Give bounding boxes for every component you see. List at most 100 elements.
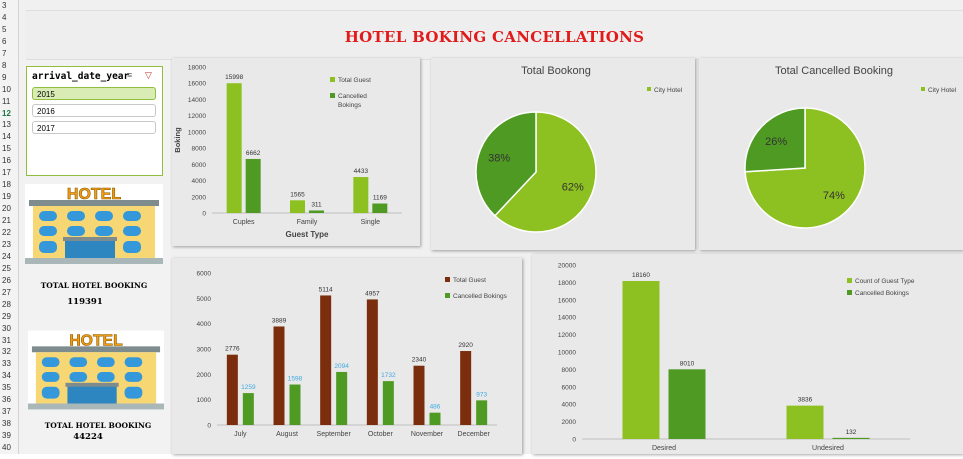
row-number[interactable]: 11: [2, 96, 11, 106]
data-label: 2340: [412, 357, 427, 364]
bar: [413, 365, 425, 425]
hotel-sign-text: HOTEL: [69, 332, 123, 349]
data-label: 4957: [365, 290, 380, 297]
pie-slice: [475, 111, 537, 217]
row-number[interactable]: 19: [2, 192, 11, 202]
row-number[interactable]: 29: [2, 311, 11, 321]
row-number[interactable]: 35: [2, 383, 11, 393]
row-number[interactable]: 36: [2, 395, 11, 405]
legend-swatch: [445, 293, 450, 298]
row-number[interactable]: 5: [2, 24, 7, 34]
legend-swatch: [330, 93, 335, 98]
y-tick-label: 14000: [188, 97, 206, 104]
row-number[interactable]: 18: [2, 180, 11, 190]
row-number[interactable]: 26: [2, 275, 11, 285]
pie-slice: [493, 111, 597, 233]
y-tick-label: 14000: [558, 315, 576, 322]
year-slicer[interactable]: arrival_date_year ≡ ▽ 2015 2016 2017: [26, 66, 163, 176]
row-number[interactable]: 20: [2, 204, 11, 214]
legend-label: City Hotel: [928, 87, 957, 94]
y-tick-label: 2000: [197, 372, 212, 379]
row-number[interactable]: 28: [2, 299, 11, 309]
row-number[interactable]: 10: [2, 84, 11, 94]
row-number[interactable]: 17: [2, 168, 11, 178]
row-header[interactable]: 3 4 5 6 7 8 9 10 11 12 13 14 15 16 17 18 19 20 21 22 23 24 25 2…: [0, 0, 19, 454]
row-number[interactable]: 14: [2, 132, 11, 142]
legend-label: Cancelled Bokings: [855, 290, 910, 297]
row-number[interactable]: 32: [2, 347, 11, 357]
row-number[interactable]: 6: [2, 36, 7, 46]
row-number[interactable]: 9: [2, 72, 7, 82]
row-number[interactable]: 7: [2, 48, 7, 58]
row-number[interactable]: 24: [2, 251, 11, 261]
y-tick-label: 6000: [192, 162, 207, 169]
slicer-item-2017[interactable]: 2017: [32, 121, 156, 134]
row-number[interactable]: 27: [2, 287, 11, 297]
legend-swatch: [847, 290, 852, 295]
clear-filter-icon[interactable]: ▽: [145, 70, 152, 80]
total-booking-chart-card[interactable]: Total Bookong City Hotel 62% 38%: [431, 58, 695, 250]
deposit-chart-card[interactable]: 0 2000 4000 6000 8000 10000 12000 14000 16000 180…: [532, 254, 963, 454]
row-number[interactable]: 33: [2, 359, 11, 369]
x-tick-label: September: [317, 431, 352, 438]
hotel-icon: HOTEL: [28, 328, 164, 417]
multi-select-icon[interactable]: ≡: [127, 70, 133, 80]
legend-label: Cancelled: [338, 93, 367, 100]
total-booking-pie-chart: Total Bookong City Hotel 62% 38%: [475, 65, 683, 233]
bar: [336, 371, 348, 425]
row-number[interactable]: 34: [2, 371, 11, 381]
bar: [366, 299, 378, 425]
bar: [309, 210, 324, 213]
row-number[interactable]: 40: [2, 443, 11, 453]
row-number[interactable]: 23: [2, 239, 11, 249]
data-label: 3889: [272, 317, 287, 324]
title-banner: HOTEL BOKING CANCELLATIONS: [26, 10, 963, 60]
legend-label: Cancelled Bokings: [453, 293, 508, 300]
row-number[interactable]: 3: [2, 1, 7, 10]
row-number[interactable]: 8: [2, 60, 7, 70]
x-tick-label: July: [234, 431, 247, 438]
deposit-chart: 0 2000 4000 6000 8000 10000 12000 14000 16000 180…: [558, 263, 915, 453]
y-tick-label: 0: [572, 437, 576, 444]
y-tick-label: 12000: [558, 332, 576, 339]
row-number[interactable]: 30: [2, 323, 11, 333]
total-cancelled-pie-chart: Total Cancelled Booking City Hotel 74% 26%: [744, 65, 957, 229]
row-number[interactable]: 39: [2, 431, 11, 441]
bar: [245, 158, 261, 213]
y-tick-label: 4000: [192, 178, 207, 185]
row-number[interactable]: 25: [2, 263, 11, 273]
data-label: 4433: [354, 168, 369, 175]
row-number[interactable]: 31: [2, 335, 11, 345]
row-number[interactable]: 12: [2, 108, 11, 118]
bar: [226, 354, 238, 425]
data-label: 132: [846, 429, 857, 436]
bar: [353, 177, 369, 213]
bar: [668, 369, 706, 439]
row-number[interactable]: 38: [2, 419, 11, 429]
slicer-item-2015[interactable]: 2015: [32, 87, 156, 100]
row-number[interactable]: 13: [2, 120, 11, 130]
row-number[interactable]: 16: [2, 156, 11, 166]
data-label: 1732: [381, 372, 396, 379]
slice-label: 38%: [488, 152, 510, 164]
pie-slice: [744, 107, 806, 173]
row-number[interactable]: 21: [2, 216, 11, 226]
y-tick-label: 12000: [188, 113, 206, 120]
row-number[interactable]: 4: [2, 12, 7, 22]
x-tick-label: Family: [297, 219, 318, 226]
legend-label: Count of Guest Type: [855, 278, 915, 285]
total-cancelled-chart-card[interactable]: Total Cancelled Booking City Hotel 74% 26%: [699, 58, 963, 250]
y-tick-label: 5000: [197, 296, 212, 303]
slice-label: 74%: [823, 190, 845, 202]
y-tick-label: 18000: [188, 65, 206, 72]
row-number[interactable]: 37: [2, 407, 11, 417]
monthly-chart-card[interactable]: 0 1000 2000 3000 4000 5000 6000 July 2776 1259 Aug…: [172, 258, 522, 454]
data-label: 3836: [798, 397, 813, 404]
kpi-value-total-booking: 119391: [67, 297, 103, 307]
row-number[interactable]: 15: [2, 144, 11, 154]
slicer-item-2016[interactable]: 2016: [32, 104, 156, 117]
guest-type-chart-card[interactable]: 0 2000 4000 6000 8000 10000 12000 14000 16000 180…: [172, 58, 420, 246]
y-tick-label: 18000: [558, 280, 576, 287]
data-label: 5114: [319, 286, 333, 293]
row-number[interactable]: 22: [2, 228, 11, 237]
